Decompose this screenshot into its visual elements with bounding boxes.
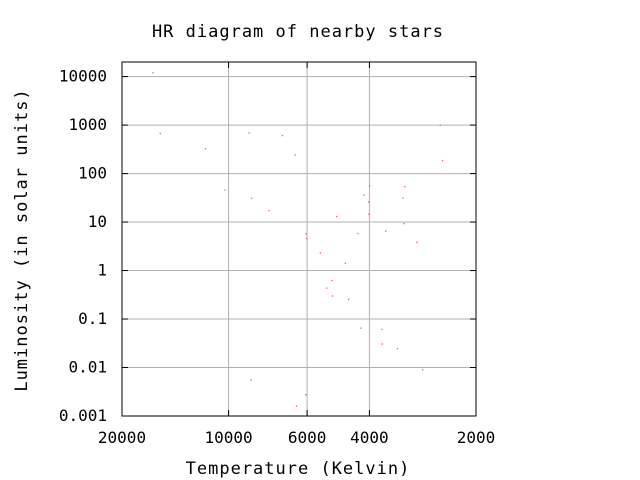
y-tick-label: 0.001	[59, 406, 107, 425]
x-axis-ticks: 20000 10000 6000 4000 2000	[98, 62, 495, 447]
star-point	[402, 197, 404, 199]
star-point	[295, 405, 298, 407]
star-point	[268, 209, 270, 212]
star-point	[159, 132, 161, 135]
star-point	[250, 379, 252, 381]
star-point	[306, 237, 308, 240]
star-point	[331, 279, 333, 282]
x-tick-label: 6000	[288, 428, 327, 447]
star-point	[336, 215, 338, 218]
star-point	[441, 159, 444, 162]
main-sequence-points	[159, 132, 424, 371]
plot-frame	[121, 61, 477, 417]
star-point	[305, 233, 307, 235]
y-tick-label: 0.01	[68, 358, 107, 377]
y-tick-label: 10000	[59, 67, 107, 86]
white-dwarfs-points	[250, 379, 307, 407]
bright-giants-points	[152, 72, 371, 187]
star-point	[344, 262, 346, 265]
star-point	[319, 252, 322, 254]
y-axis-ticks: 10000 1000 100 10 1 0.1 0.01 0.001	[59, 67, 476, 425]
star-point	[385, 230, 387, 232]
red-clump-points	[363, 194, 418, 244]
y-tick-label: 1	[97, 261, 107, 280]
star-point	[250, 197, 253, 199]
star-point	[204, 148, 207, 150]
star-point	[381, 328, 383, 331]
x-tick-label: 2000	[457, 428, 496, 447]
x-tick-label: 10000	[204, 428, 252, 447]
star-point	[404, 185, 406, 188]
star-point	[403, 222, 405, 225]
star-point	[281, 134, 284, 137]
y-tick-label: 0.1	[78, 309, 107, 328]
star-point	[381, 343, 383, 345]
star-point	[294, 154, 296, 156]
data-points	[152, 72, 444, 407]
x-tick-label: 4000	[350, 428, 389, 447]
star-point	[348, 298, 350, 301]
star-point	[248, 132, 250, 134]
y-tick-label: 10	[88, 212, 107, 231]
y-axis-label: Luminosity (in solar units)	[12, 88, 32, 391]
star-point	[152, 72, 154, 74]
star-point	[363, 194, 365, 196]
star-point	[305, 393, 307, 396]
star-point	[368, 201, 370, 203]
x-tick-label: 20000	[98, 428, 146, 447]
star-point	[357, 232, 359, 235]
star-point	[396, 348, 399, 350]
y-tick-label: 100	[78, 164, 107, 183]
star-point	[331, 295, 334, 297]
chart-title: HR diagram of nearby stars	[152, 22, 444, 42]
star-point	[368, 185, 371, 187]
giant-branch-points	[336, 124, 444, 265]
star-point	[360, 327, 362, 329]
star-point	[368, 213, 370, 215]
star-point	[416, 241, 418, 244]
y-tick-label: 1000	[68, 115, 107, 134]
star-point	[422, 369, 424, 371]
star-point	[326, 287, 328, 289]
star-point	[439, 124, 441, 126]
grid-lines	[122, 62, 476, 416]
star-point	[224, 189, 226, 191]
x-axis-label: Temperature (Kelvin)	[186, 459, 411, 479]
